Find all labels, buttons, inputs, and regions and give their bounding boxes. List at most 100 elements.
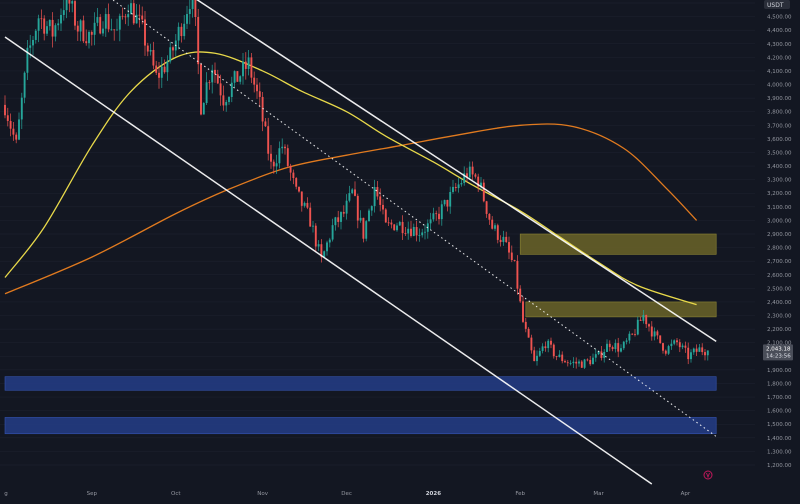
candle-body[interactable] (460, 183, 463, 185)
candle-body[interactable] (421, 232, 424, 236)
candle-body[interactable] (446, 199, 449, 207)
candle-body[interactable] (418, 235, 421, 237)
candle-body[interactable] (188, 9, 191, 15)
candle-body[interactable] (186, 14, 188, 24)
candle-body[interactable] (104, 14, 107, 29)
candle-body[interactable] (390, 222, 393, 225)
candle-body[interactable] (505, 236, 508, 243)
candle-body[interactable] (141, 15, 144, 20)
candle-body[interactable] (239, 76, 242, 82)
candle-body[interactable] (99, 17, 102, 34)
candle-body[interactable] (18, 119, 20, 140)
candle-body[interactable] (692, 348, 695, 353)
candle-body[interactable] (449, 191, 452, 207)
candle-body[interactable] (404, 233, 407, 234)
candle-body[interactable] (359, 217, 362, 221)
candle-body[interactable] (46, 26, 48, 34)
candle-body[interactable] (370, 206, 373, 211)
candle-body[interactable] (205, 82, 208, 103)
candle-body[interactable] (26, 47, 29, 73)
candle-body[interactable] (211, 69, 214, 83)
candle-body[interactable] (43, 18, 46, 34)
candle-body[interactable] (152, 49, 155, 66)
candle-body[interactable] (146, 45, 149, 52)
candle-body[interactable] (667, 346, 670, 354)
candle-body[interactable] (622, 341, 625, 349)
candle-body[interactable] (379, 196, 382, 205)
candle-body[interactable] (516, 260, 519, 289)
candle-body[interactable] (648, 324, 650, 327)
candle-body[interactable] (116, 29, 118, 31)
candle-body[interactable] (4, 104, 6, 116)
candle-body[interactable] (82, 20, 85, 42)
candle-body[interactable] (620, 348, 622, 352)
candle-body[interactable] (242, 61, 244, 77)
candle-body[interactable] (676, 340, 678, 343)
channel-boundary[interactable] (4, 36, 653, 485)
candle-body[interactable] (230, 82, 233, 97)
candle-body[interactable] (547, 340, 550, 349)
channel-boundary[interactable] (181, 0, 717, 342)
candle-body[interactable] (345, 200, 348, 214)
candle-body[interactable] (270, 153, 272, 162)
candle-body[interactable] (558, 354, 561, 358)
candle-body[interactable] (387, 222, 390, 224)
candle-body[interactable] (250, 57, 253, 78)
candle-body[interactable] (496, 225, 499, 240)
candle-body[interactable] (340, 212, 342, 222)
candle-body[interactable] (634, 334, 636, 335)
candle-body[interactable] (275, 163, 278, 167)
candle-body[interactable] (62, 10, 65, 15)
candle-body[interactable] (502, 236, 505, 243)
candle-body[interactable] (508, 242, 510, 253)
candle-body[interactable] (415, 226, 418, 236)
candle-body[interactable] (256, 84, 258, 92)
candle-body[interactable] (306, 202, 309, 208)
candle-body[interactable] (200, 64, 202, 115)
candle-body[interactable] (57, 23, 60, 26)
candle-body[interactable] (177, 26, 180, 41)
candle-body[interactable] (690, 352, 692, 360)
candle-body[interactable] (180, 26, 183, 37)
candle-body[interactable] (471, 166, 474, 175)
candle-body[interactable] (60, 14, 62, 24)
candle-body[interactable] (158, 72, 160, 78)
candle-body[interactable] (102, 28, 104, 34)
candle-body[interactable] (23, 72, 26, 98)
candle-body[interactable] (468, 166, 471, 178)
candle-body[interactable] (216, 74, 219, 84)
candle-body[interactable] (247, 57, 250, 69)
candle-body[interactable] (34, 30, 37, 40)
candle-body[interactable] (113, 29, 116, 31)
candle-body[interactable] (54, 25, 57, 37)
candle-body[interactable] (20, 97, 23, 120)
candle-body[interactable] (499, 239, 502, 243)
candle-body[interactable] (550, 340, 552, 345)
candle-body[interactable] (664, 350, 667, 354)
candle-body[interactable] (284, 146, 286, 149)
candle-body[interactable] (384, 209, 387, 223)
candle-body[interactable] (513, 260, 516, 261)
candle-body[interactable] (589, 359, 592, 365)
candle-body[interactable] (194, 0, 197, 18)
candle-body[interactable] (15, 134, 18, 140)
candle-body[interactable] (533, 350, 536, 362)
candle-body[interactable] (90, 31, 93, 35)
candle-body[interactable] (368, 210, 370, 222)
candle-body[interactable] (303, 202, 306, 206)
candle-body[interactable] (398, 221, 401, 226)
candle-body[interactable] (701, 347, 704, 353)
candle-body[interactable] (544, 346, 547, 349)
candle-body[interactable] (606, 343, 608, 352)
candle-body[interactable] (286, 148, 289, 166)
candle-body[interactable] (485, 201, 488, 214)
candle-body[interactable] (356, 195, 359, 221)
candle-body[interactable] (298, 186, 300, 192)
candle-body[interactable] (130, 3, 132, 15)
candle-body[interactable] (541, 346, 544, 351)
candle-body[interactable] (575, 361, 578, 364)
candle-body[interactable] (48, 19, 51, 27)
candle-body[interactable] (438, 213, 440, 220)
candle-body[interactable] (631, 333, 634, 335)
